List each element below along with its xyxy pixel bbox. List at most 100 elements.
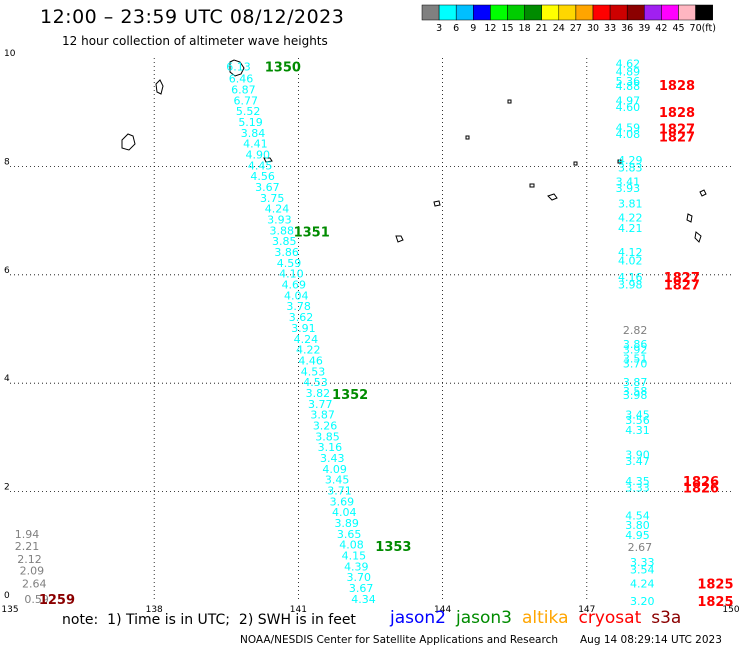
swh-value-label: 3.75 (260, 192, 285, 205)
swh-value-label: 6.77 (234, 94, 259, 107)
swh-value-label: 4.89 (616, 66, 641, 79)
swh-value-label: 4.53 (303, 376, 328, 389)
colorbar-tick-label: 15 (501, 23, 513, 34)
island-outline (263, 157, 273, 163)
island-outline (547, 193, 558, 201)
swh-value-label: 3.58 (623, 385, 648, 398)
swh-value-label: 3.90 (625, 449, 650, 462)
swh-value-label: 3.89 (334, 517, 359, 530)
swh-value-label: 3.69 (330, 495, 355, 508)
swh-value-label: 4.24 (265, 203, 290, 216)
swh-value-label: 3.77 (308, 398, 333, 411)
swh-value-label: 4.08 (616, 128, 641, 141)
colorbar-swatch (644, 4, 662, 21)
colorbar-tick-label: 36 (621, 23, 633, 34)
swh-value-label: 4.34 (351, 593, 376, 606)
swh-value-label: 3.80 (625, 519, 650, 532)
colorbar-swatch (490, 4, 508, 21)
swh-value-label: 5.36 (616, 75, 641, 88)
swh-value-label: 5.52 (236, 105, 261, 118)
swh-value-label: 4.59 (616, 121, 641, 134)
swh-value-label: 2.12 (17, 553, 42, 566)
swh-value-label: 4.39 (344, 560, 369, 573)
swh-value-label: 3.87 (623, 376, 648, 389)
swh-value-label: 4.22 (296, 344, 321, 357)
lat-tick-label: 0 (4, 591, 10, 601)
swh-value-label: 4.15 (342, 550, 367, 563)
island-outline (229, 59, 245, 77)
colorbar-swatch (609, 4, 628, 21)
lon-tick-label: 144 (434, 605, 451, 615)
swh-value-label: 4.62 (616, 57, 641, 70)
swh-value-label: 6.46 (229, 73, 254, 86)
colorbar-tick-label: 30 (587, 23, 599, 34)
swh-value-label: 3.92 (623, 344, 648, 357)
colorbar-swatch (507, 4, 525, 21)
lat-tick-label: 2 (4, 483, 10, 493)
swh-value-label: 3.81 (618, 197, 643, 210)
colorbar-swatch (678, 4, 696, 21)
swh-value-label: 3.16 (318, 441, 343, 454)
lat-tick-label: 8 (4, 157, 10, 167)
swh-value-label: 3.33 (625, 481, 650, 494)
swh-value-label: 4.24 (294, 333, 319, 346)
footer-note: note: 1) Time is in UTC; 2) SWH is in fe… (62, 612, 356, 628)
pass-time-label: 1827 (664, 279, 700, 294)
pass-time-label: 1350 (265, 61, 301, 76)
page-title: 12:00 – 23:59 UTC 08/12/2023 (40, 6, 345, 28)
swh-value-label: 4.41 (243, 138, 268, 151)
colorbar-swatch (626, 4, 645, 21)
pass-time-label: 1259 (39, 593, 75, 608)
swh-value-label: 3.85 (272, 235, 297, 248)
swh-value-label: 4.24 (630, 578, 655, 591)
swh-value-label: 3.51 (623, 352, 648, 365)
island-outline (699, 189, 707, 197)
swh-value-label: 4.45 (248, 159, 273, 172)
legend-item-altika: altika (522, 608, 569, 628)
swh-value-label: 3.43 (320, 452, 345, 465)
swh-value-label: 2.64 (22, 578, 47, 591)
legend-item-cryosat: cryosat (578, 608, 642, 628)
swh-value-label: 4.69 (282, 279, 307, 292)
swh-value-label: 3.83 (618, 161, 643, 174)
swh-value-label: 3.98 (618, 279, 643, 292)
colorbar-tick-label: 45 (672, 23, 684, 34)
colorbar-swatch (695, 4, 713, 21)
pass-time-label: 1825 (697, 578, 733, 593)
lon-tick-label: 141 (290, 605, 307, 615)
swh-value-label: 4.90 (246, 148, 271, 161)
swh-value-label: 3.78 (286, 300, 311, 313)
swh-value-label: 4.02 (618, 255, 643, 268)
swh-value-label: 4.53 (301, 365, 326, 378)
colorbar-swatch (592, 4, 611, 21)
swh-value-label: 4.88 (616, 80, 641, 93)
swh-value-label: 3.85 (315, 430, 340, 443)
colorbar-tick-label: 3 (436, 23, 442, 34)
island-outline (465, 135, 470, 140)
pass-time-label: 1828 (659, 106, 695, 121)
swh-value-label: 3.70 (346, 571, 371, 584)
island-outline (121, 133, 136, 151)
page-subtitle: 12 hour collection of altimeter wave hei… (62, 34, 328, 48)
swh-value-label: 0.59 (24, 593, 48, 606)
swh-value-label: 3.82 (306, 387, 331, 400)
pass-time-label: 1827 (659, 122, 695, 137)
pass-time-label: 1826 (683, 481, 719, 496)
swh-value-label: 3.56 (625, 414, 650, 427)
lon-tick-label: 138 (146, 605, 163, 615)
colorbar-swatch (438, 4, 457, 21)
swh-value-label: 4.54 (625, 509, 650, 522)
swh-value-label: 3.93 (616, 182, 641, 195)
swh-value-label: 4.09 (322, 463, 347, 476)
swh-value-label: 4.10 (279, 268, 304, 281)
island-outline (433, 200, 441, 207)
pass-time-label: 1828 (659, 79, 695, 94)
swh-value-label: 3.33 (630, 556, 655, 569)
island-outline (694, 231, 702, 243)
swh-value-label: 4.60 (616, 101, 641, 114)
legend-item-jason2: jason2 (390, 608, 446, 628)
wave-height-labels: 6.136.466.876.775.525.193.844.414.904.45… (15, 57, 734, 610)
satellite-legend: jason2 jason3 altika cryosat s3a (390, 608, 691, 628)
